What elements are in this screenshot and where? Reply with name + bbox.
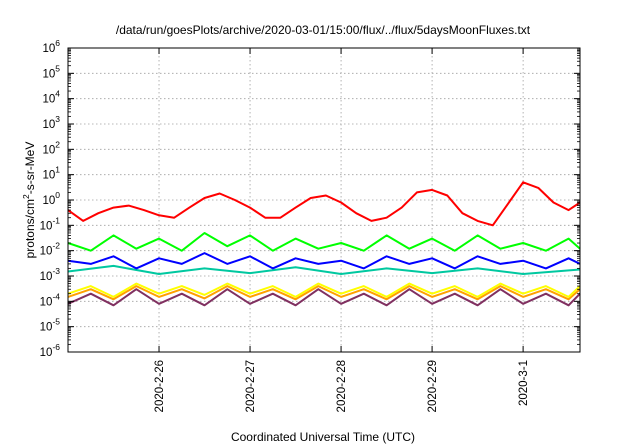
y-tick-label-exp: -4: [52, 291, 60, 301]
x-tick-label: 2020-2-27: [245, 360, 257, 412]
y-tick-label-base: 10: [42, 68, 55, 80]
y-tick-label-base: 10: [42, 195, 55, 207]
y-tick-label-exp: 5: [55, 63, 60, 73]
y-tick-label-base: 10: [40, 220, 53, 232]
y-tick-label-exp: 1: [55, 165, 60, 175]
x-axis-label: Coordinated Universal Time (UTC): [231, 430, 415, 444]
y-tick-label: 10-5: [40, 317, 61, 334]
y-axis-label-sup: 2: [21, 194, 31, 199]
y-tick-label-base: 10: [40, 322, 53, 334]
x-tick-label: 2020-2-28: [336, 360, 348, 412]
y-tick-label-base: 10: [40, 296, 53, 308]
y-tick-label-exp: -3: [52, 266, 60, 276]
y-tick-label: 10-4: [40, 291, 61, 308]
y-tick-label-base: 10: [42, 170, 55, 182]
y-tick-label-exp: -2: [52, 241, 60, 251]
y-tick-label-exp: 0: [55, 190, 60, 200]
y-tick-label: 101: [42, 165, 60, 182]
series-line-4: [67, 282, 581, 298]
y-tick-label: 10-1: [40, 215, 61, 232]
y-axis-ticks: 10-610-510-410-310-210-11001011021031041…: [40, 38, 580, 359]
y-tick-label: 105: [42, 63, 60, 80]
x-tick-label: 2020-3-1: [518, 360, 530, 406]
series-line-3: [67, 264, 581, 275]
y-tick-label: 100: [42, 190, 60, 207]
y-tick-label-exp: 2: [55, 139, 60, 149]
series-line-2: [67, 252, 581, 270]
y-tick-label-exp: -1: [52, 215, 60, 225]
y-tick-label-base: 10: [40, 246, 53, 258]
y-tick-label: 104: [42, 89, 60, 106]
y-axis-label-base: protons/cm: [23, 199, 37, 258]
series-line-5: [67, 285, 581, 301]
x-tick-label: 2020-2-29: [427, 360, 439, 412]
x-axis-ticks: 2020-2-26 2020-2-27 2020-2-28 2020-2-29 2020…: [154, 48, 530, 412]
series-line-6: [67, 288, 581, 307]
y-tick-label-exp: -6: [52, 342, 60, 352]
y-axis-label-rest: -s-sr-MeV: [23, 142, 37, 195]
y-tick-label-base: 10: [40, 347, 53, 359]
grid-lines: [68, 48, 580, 352]
y-axis-label: protons/cm2-s-sr-MeV: [21, 142, 37, 259]
y-tick-label: 10-6: [40, 342, 61, 359]
y-tick-label-exp: 6: [55, 38, 60, 48]
y-tick-label-base: 10: [42, 43, 55, 55]
y-tick-label: 102: [42, 139, 60, 156]
series-line-0: [67, 181, 581, 227]
series-line-1: [67, 232, 581, 252]
y-tick-label: 10-3: [40, 266, 61, 283]
y-tick-label-base: 10: [42, 119, 55, 131]
y-tick-label-exp: -5: [52, 317, 60, 327]
chart-title: /data/run/goesPlots/archive/2020-03-01/1…: [116, 23, 531, 37]
x-tick-label: 2020-2-26: [154, 360, 166, 412]
series-group: [67, 181, 581, 307]
y-tick-label-base: 10: [40, 271, 53, 283]
y-tick-label: 103: [42, 114, 60, 131]
y-tick-label-base: 10: [42, 94, 55, 106]
y-tick-label-exp: 4: [55, 89, 60, 99]
y-tick-label: 106: [42, 38, 60, 55]
y-tick-label: 10-2: [40, 241, 61, 258]
y-tick-label-base: 10: [42, 144, 55, 156]
y-tick-label-exp: 3: [55, 114, 60, 124]
